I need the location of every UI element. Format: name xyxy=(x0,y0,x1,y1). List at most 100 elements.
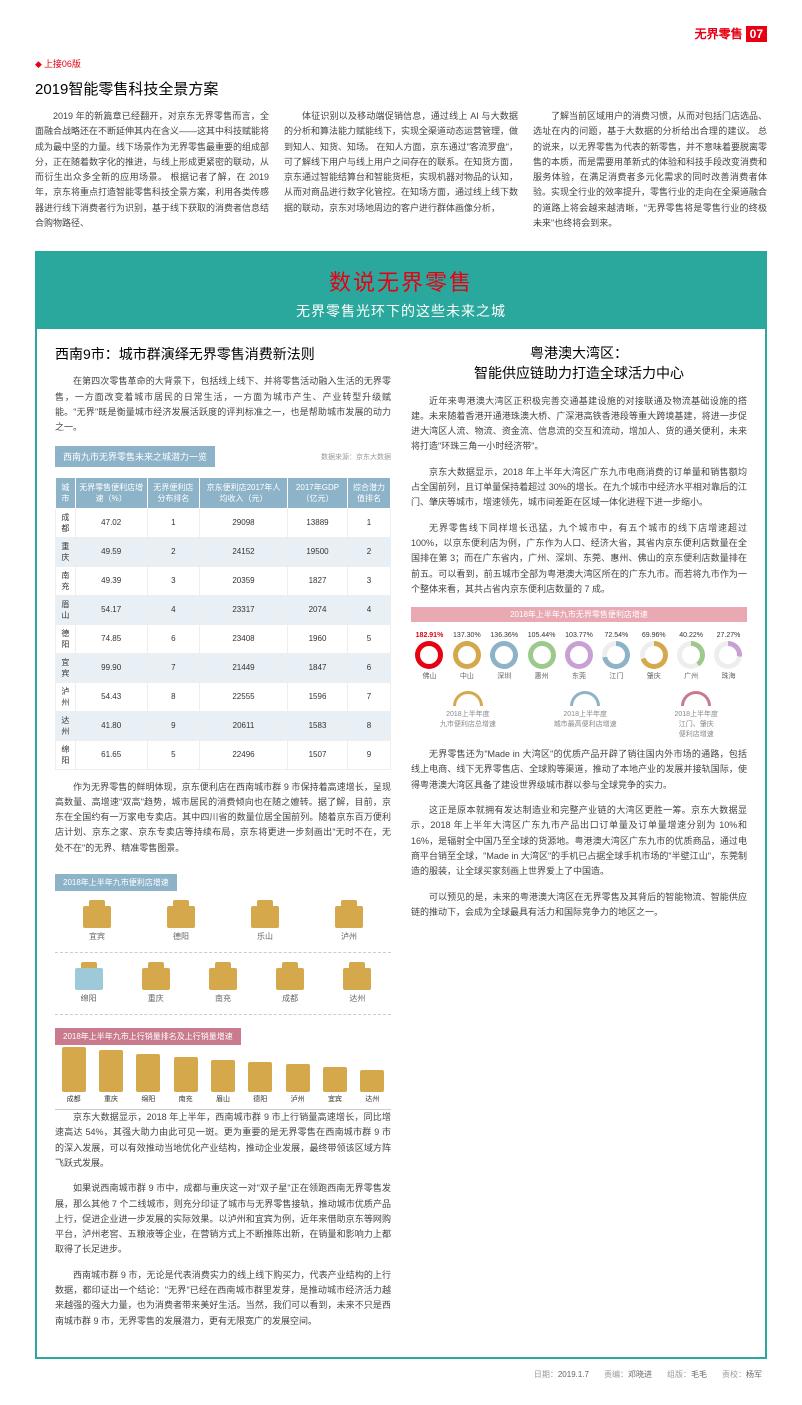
footer-editor: 责编：邓晓进 xyxy=(604,1369,652,1380)
table-cell: 20359 xyxy=(200,566,288,595)
table-row: 德阳74.8562340819605 xyxy=(56,624,391,653)
city-icons-row1: 宜宾德阳乐山泸州 xyxy=(55,896,391,953)
table-cell: 41.80 xyxy=(75,711,147,740)
feature-title: 数说无界零售 xyxy=(37,265,765,297)
table-cell: 1827 xyxy=(287,566,347,595)
table-cell: 1960 xyxy=(287,624,347,653)
table-header: 2017年GDP（亿元） xyxy=(287,477,347,508)
left-column: 西南9市：城市群演绎无界零售消费新法则 在第四次零售革命的大背景下，包括线上线下… xyxy=(55,344,391,1339)
potential-table: 城市无界零售便利店增速（%）无界便利店分布排名京东便利店2017年人均收入（元）… xyxy=(55,477,391,770)
left-para2: 作为无界零售的鲜明体现，京东便利店在西南城市群 9 市保持着高速增长，呈现高数量… xyxy=(55,780,391,856)
donut-item: 72.54%江门 xyxy=(598,632,635,681)
donut-chart: 182.91%佛山137.30%中山136.36%深圳105.44%惠州103.… xyxy=(411,632,747,681)
bar-item: 宜宾 xyxy=(320,1067,350,1104)
table-row: 成都47.02129098138891 xyxy=(56,508,391,537)
bar-item: 重庆 xyxy=(96,1050,126,1104)
right-para5: 这正是原本就拥有发达制造业和完整产业链的大湾区更胜一筹。京东大数据显示，2018… xyxy=(411,803,747,879)
table-cell: 99.90 xyxy=(75,653,147,682)
table-caption: 西南九市无界零售未来之城潜力一览 xyxy=(55,446,215,467)
table-cell: 7 xyxy=(348,682,391,711)
table-cell: 南充 xyxy=(56,566,76,595)
city-icon: 泸州 xyxy=(335,906,363,942)
article-col-1: 2019 年的新篇章已经翻开，对京东无界零售而言，全面融合战略还在不断延伸其内在… xyxy=(35,109,269,231)
table-row: 达州41.8092061115838 xyxy=(56,711,391,740)
table-cell: 49.39 xyxy=(75,566,147,595)
table-cell: 眉山 xyxy=(56,595,76,624)
article-col-3: 了解当前区域用户的消费习惯，从而对包括门店选品、选址在内的问题，基于大数据的分析… xyxy=(533,109,767,231)
table-cell: 3 xyxy=(147,566,199,595)
table-row: 眉山54.1742331720744 xyxy=(56,595,391,624)
donut-item: 69.96%肇庆 xyxy=(635,632,672,681)
table-row: 南充49.3932035918273 xyxy=(56,566,391,595)
left-intro: 在第四次零售革命的大背景下，包括线上线下、并将零售活动融入生活的无界零售，一方面… xyxy=(55,374,391,435)
table-cell: 德阳 xyxy=(56,624,76,653)
table-cell: 达州 xyxy=(56,711,76,740)
city-icon: 达州 xyxy=(343,968,371,1004)
table-header: 无界便利店分布排名 xyxy=(147,477,199,508)
table-cell: 13889 xyxy=(287,508,347,537)
table-cell: 1583 xyxy=(287,711,347,740)
table-cell: 21449 xyxy=(200,653,288,682)
right-para4: 无界零售还为"Made in 大湾区"的优质产品开辟了销往国内外市场的通路，包括… xyxy=(411,747,747,793)
table-source: 数据来源：京东大数据 xyxy=(321,446,391,462)
city-icon: 宜宾 xyxy=(83,906,111,942)
legend-row: 2018上半年度 九市便利店总增速2018上半年度 城市最高便利店增速2018上… xyxy=(411,691,747,739)
city-icon: 成都 xyxy=(276,968,304,1004)
right-column: 粤港澳大湾区： 智能供应链助力打造全球活力中心 近年来粤港澳大湾区正积极完善交通… xyxy=(411,344,747,1339)
table-cell: 3 xyxy=(348,566,391,595)
donut-item: 40.22%广州 xyxy=(673,632,710,681)
bar-chart: 成都重庆绵阳南充眉山德阳泸州宜宾达州 xyxy=(55,1050,391,1110)
table-cell: 1507 xyxy=(287,740,347,769)
table-row: 绵阳61.6552249615079 xyxy=(56,740,391,769)
left-para4: 如果说西南城市群 9 市中，成都与重庆这一对"双子星"正在领跑西南无界零售发展，… xyxy=(55,1181,391,1257)
table-cell: 4 xyxy=(348,595,391,624)
table-cell: 23317 xyxy=(200,595,288,624)
city-icon: 乐山 xyxy=(251,906,279,942)
donut-item: 182.91%佛山 xyxy=(411,632,448,681)
table-cell: 绵阳 xyxy=(56,740,76,769)
bar-item: 成都 xyxy=(59,1047,89,1104)
table-cell: 54.43 xyxy=(75,682,147,711)
table-cell: 6 xyxy=(348,653,391,682)
table-cell: 成都 xyxy=(56,508,76,537)
footer-date: 日期：2019.1.7 xyxy=(534,1369,589,1380)
table-header: 京东便利店2017年人均收入（元） xyxy=(200,477,288,508)
city-icon: 南充 xyxy=(209,968,237,1004)
right-para1: 近年来粤港澳大湾区正积极完善交通基建设施的对接联通及物流基础设施的搭建。未来随着… xyxy=(411,394,747,455)
footer-meta: 日期：2019.1.7 责编：邓晓进 组版：毛毛 责校：杨军 xyxy=(35,1369,767,1380)
footer-proof: 责校：杨军 xyxy=(722,1369,762,1380)
table-cell: 19500 xyxy=(287,537,347,566)
table-cell: 23408 xyxy=(200,624,288,653)
article-body: 2019 年的新篇章已经翻开，对京东无界零售而言，全面融合战略还在不断延伸其内在… xyxy=(35,109,767,231)
table-cell: 22496 xyxy=(200,740,288,769)
donut-item: 27.27%珠海 xyxy=(710,632,747,681)
table-cell: 9 xyxy=(348,740,391,769)
table-row: 重庆49.59224152195002 xyxy=(56,537,391,566)
page-header: 无界零售 07 xyxy=(35,25,767,42)
table-header: 综合潜力值排名 xyxy=(348,477,391,508)
bar-item: 达州 xyxy=(357,1070,387,1104)
left-section-title: 西南9市：城市群演绎无界零售消费新法则 xyxy=(55,344,391,364)
left-para3: 京东大数据显示，2018 年上半年，西南城市群 9 市上行销量高速增长，同比增速… xyxy=(55,1110,391,1171)
table-cell: 49.59 xyxy=(75,537,147,566)
feature-subtitle: 无界零售光环下的这些未来之城 xyxy=(37,301,765,321)
continuation-marker: 上接06版 xyxy=(35,57,767,70)
table-cell: 9 xyxy=(147,711,199,740)
table-cell: 47.02 xyxy=(75,508,147,537)
table-cell: 5 xyxy=(147,740,199,769)
legend-item: 2018上半年度 九市便利店总增速 xyxy=(440,691,496,739)
table-cell: 8 xyxy=(147,682,199,711)
table-cell: 54.17 xyxy=(75,595,147,624)
donut-item: 137.30%中山 xyxy=(448,632,485,681)
table-cell: 2 xyxy=(348,537,391,566)
table-row: 泸州54.4382255515967 xyxy=(56,682,391,711)
table-cell: 74.85 xyxy=(75,624,147,653)
table-row: 宜宾99.9072144918476 xyxy=(56,653,391,682)
table-cell: 8 xyxy=(348,711,391,740)
bar-item: 泸州 xyxy=(283,1064,313,1104)
donut-item: 103.77%东莞 xyxy=(561,632,598,681)
bar-item: 眉山 xyxy=(208,1060,238,1104)
table-cell: 2074 xyxy=(287,595,347,624)
table-header: 城市 xyxy=(56,477,76,508)
donut-chart-title: 2018年上半年九市无界零售便利店增速 xyxy=(411,607,747,622)
